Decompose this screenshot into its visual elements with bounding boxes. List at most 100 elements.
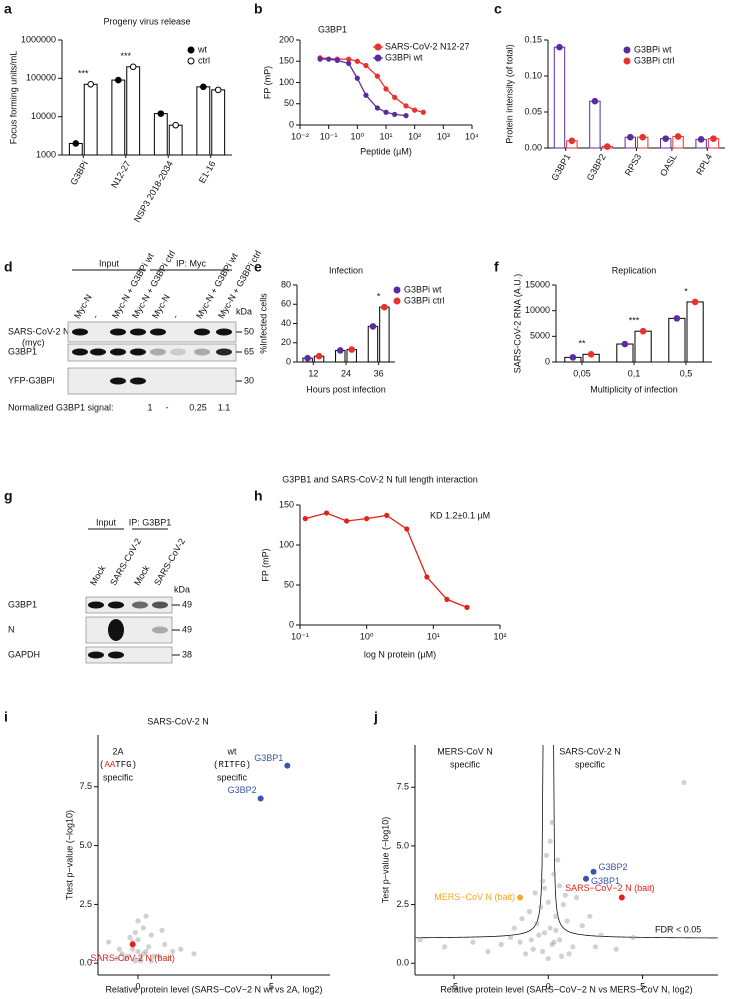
annotation: KD 1.2±0.1 µM bbox=[430, 510, 490, 520]
y-axis-label: %Infected cells bbox=[258, 293, 268, 354]
data-point bbox=[530, 946, 536, 952]
data-point bbox=[364, 516, 370, 522]
data-point bbox=[557, 937, 563, 943]
y-tick-label: 1000000 bbox=[21, 34, 56, 44]
data-point bbox=[119, 951, 125, 957]
data-point bbox=[541, 885, 548, 891]
highlight-label: G3BP2 bbox=[599, 862, 628, 872]
chart-title: G3PB1 and SARS-CoV-2 N full length inter… bbox=[282, 474, 478, 484]
data-point bbox=[146, 944, 152, 950]
data-point bbox=[532, 890, 538, 896]
data-point bbox=[549, 941, 555, 948]
bar-marker bbox=[591, 97, 599, 105]
y-tick-label: 2.5 bbox=[396, 899, 409, 909]
x-tick-label: 10³ bbox=[437, 131, 450, 141]
legend-marker bbox=[623, 57, 631, 65]
series-line bbox=[305, 512, 468, 609]
bar-marker bbox=[639, 327, 647, 335]
data-point bbox=[545, 899, 551, 905]
data-point bbox=[191, 951, 197, 957]
highlight-point bbox=[618, 894, 625, 901]
bar-marker bbox=[304, 354, 311, 362]
x-tick-label: 5 bbox=[269, 981, 274, 991]
data-point bbox=[517, 939, 523, 945]
bar-marker bbox=[157, 110, 165, 117]
data-point bbox=[127, 934, 133, 940]
band bbox=[150, 348, 166, 356]
legend-marker bbox=[374, 54, 382, 62]
y-tick-label: 5000 bbox=[530, 331, 550, 341]
chart-title: SARS-CoV-2 N bbox=[147, 716, 209, 726]
header-name: SARS-CoV-2 N bbox=[559, 746, 621, 756]
row-label: YFP-G3BPi bbox=[8, 375, 55, 385]
x-tick-label: 0,5 bbox=[680, 368, 693, 378]
highlight-label: SARS−CoV−2 N (bait) bbox=[565, 883, 655, 893]
data-point bbox=[122, 955, 128, 962]
chart-title: Infection bbox=[329, 265, 363, 275]
x-tick-label: G3BP1 bbox=[549, 152, 572, 182]
data-point bbox=[424, 574, 430, 580]
bar-marker bbox=[569, 354, 577, 361]
x-axis-label: Peptide (µM) bbox=[360, 146, 412, 156]
bar-marker bbox=[381, 303, 388, 311]
x-tick-label: 10⁰ bbox=[360, 631, 374, 641]
header-note: specific bbox=[575, 759, 606, 769]
highlight-point bbox=[129, 941, 136, 948]
panel-letter: i bbox=[4, 709, 8, 725]
data-point bbox=[547, 925, 553, 931]
data-point bbox=[523, 951, 529, 957]
x-tick-label: NSP3 2018-2034 bbox=[132, 159, 175, 224]
row-label: N bbox=[8, 624, 15, 634]
highlight-point bbox=[590, 868, 597, 875]
data-point bbox=[140, 951, 146, 957]
header-note: specific bbox=[217, 772, 248, 782]
x-tick-label: 10⁻² bbox=[291, 131, 309, 141]
y-axis-label: Test p−value (−log10) bbox=[380, 817, 390, 904]
bar bbox=[668, 317, 686, 363]
x-tick-label: 5 bbox=[640, 981, 645, 991]
bar-marker bbox=[710, 135, 717, 142]
x-axis-label: Hours post infection bbox=[306, 384, 386, 394]
data-point bbox=[557, 883, 563, 889]
lane-label: Mock bbox=[132, 563, 152, 587]
lane-label: Mock bbox=[88, 563, 108, 587]
data-point bbox=[442, 944, 448, 950]
data-point bbox=[404, 526, 410, 532]
data-point bbox=[579, 923, 585, 929]
legend-label: G3BPi wt bbox=[634, 44, 672, 54]
data-point bbox=[124, 953, 130, 959]
y-tick-label: 0 bbox=[286, 356, 291, 366]
y-tick-label: 40 bbox=[281, 318, 291, 328]
header-name: 2A bbox=[112, 746, 123, 756]
data-point bbox=[143, 913, 149, 919]
motif-part: TFG) bbox=[115, 760, 137, 770]
x-tick-label: 10¹ bbox=[427, 631, 440, 641]
row-label: GAPDH bbox=[8, 649, 40, 659]
data-point bbox=[334, 57, 340, 64]
data-point bbox=[566, 951, 572, 957]
group-label: IP: G3BP1 bbox=[129, 517, 172, 527]
data-point bbox=[560, 901, 566, 908]
signal-value: 0.25 bbox=[189, 402, 207, 412]
legend-marker bbox=[187, 46, 195, 54]
highlight-point bbox=[517, 894, 524, 901]
significance: * bbox=[684, 286, 688, 296]
data-point bbox=[543, 852, 550, 858]
legend-label: wt bbox=[197, 44, 207, 54]
highlight-label: G3BP1 bbox=[254, 753, 283, 763]
data-point bbox=[363, 62, 369, 69]
row-label: G3BP1 bbox=[8, 599, 37, 609]
data-point bbox=[420, 109, 426, 115]
x-tick-label: N12-27 bbox=[109, 159, 132, 190]
x-tick-label: RPS3 bbox=[623, 152, 643, 177]
bar-marker bbox=[627, 133, 634, 141]
bar-marker bbox=[115, 76, 122, 84]
data-point bbox=[536, 932, 542, 938]
y-tick-label: 150 bbox=[279, 56, 294, 66]
header-motif: (AATFG) bbox=[99, 760, 137, 770]
bar-marker bbox=[214, 86, 222, 94]
data-point bbox=[587, 913, 593, 919]
data-point bbox=[613, 946, 619, 952]
data-point bbox=[681, 779, 687, 786]
